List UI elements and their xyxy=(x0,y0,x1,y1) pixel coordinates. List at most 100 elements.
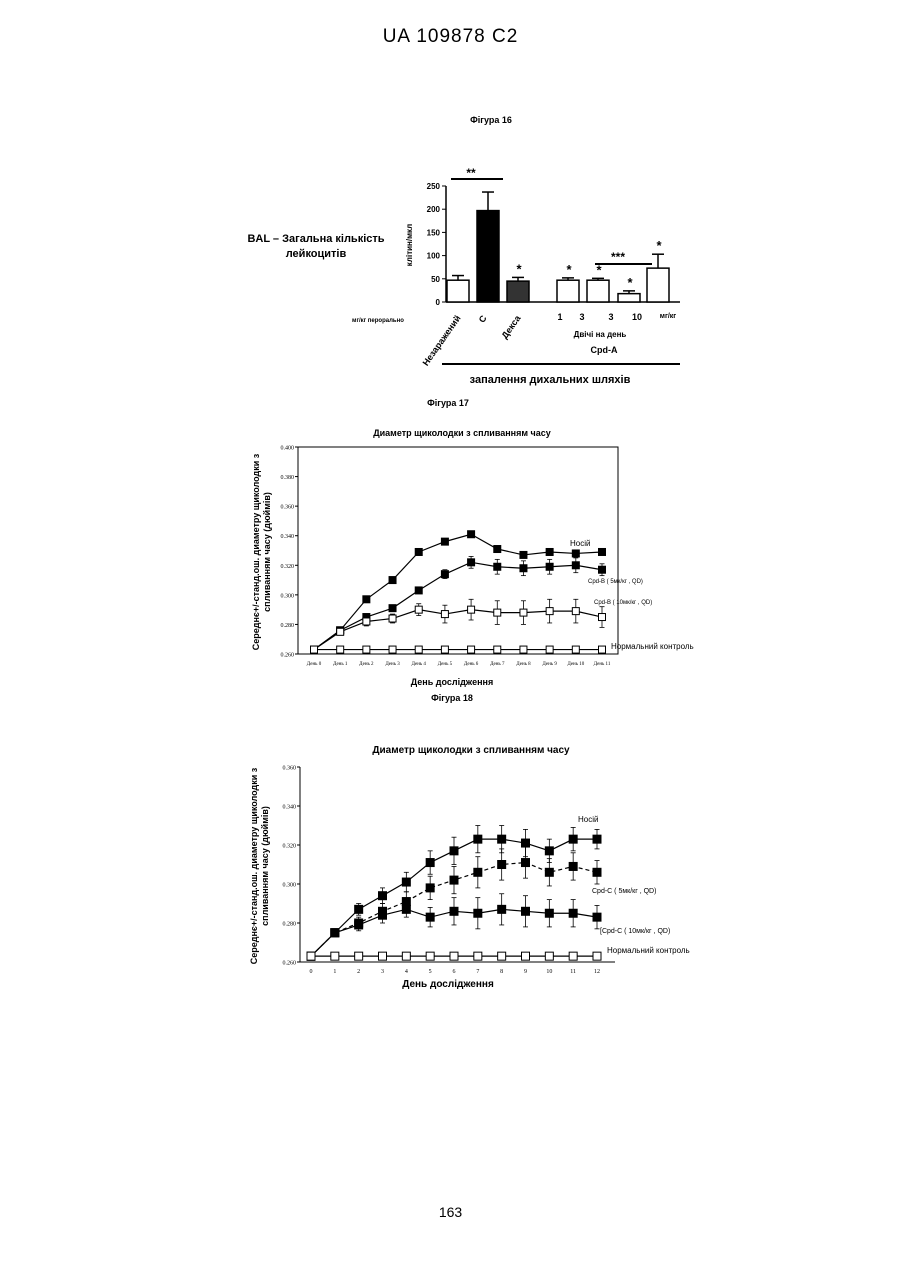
data-point xyxy=(522,952,530,960)
bar xyxy=(477,211,499,302)
significance-star: * xyxy=(516,261,522,276)
data-point xyxy=(599,614,606,621)
y-tick-label: 50 xyxy=(431,275,440,284)
figure-16-dose-3a: 3 xyxy=(579,312,584,322)
data-point xyxy=(545,952,553,960)
figure-17-legend-normal: Нормальний контроль xyxy=(611,642,694,651)
data-point xyxy=(389,615,396,622)
x-tick-label: 8 xyxy=(500,969,503,975)
data-point xyxy=(545,847,553,855)
figure-18-plot: 0.2600.2800.3000.3200.3400.3600123456789… xyxy=(283,766,616,976)
data-point xyxy=(402,905,410,913)
data-point xyxy=(498,861,506,869)
x-tick-label: День 6 xyxy=(464,662,479,667)
y-tick-label: 150 xyxy=(427,228,441,237)
x-tick-label: 11 xyxy=(570,969,576,975)
figure-16-side-title-line2: лейкоцитів xyxy=(286,248,347,260)
x-tick-label: День 2 xyxy=(359,662,374,667)
data-point xyxy=(546,548,553,555)
data-point xyxy=(450,876,458,884)
x-tick-label: День 8 xyxy=(516,662,531,667)
y-tick-label: 0.360 xyxy=(281,505,295,511)
y-tick-label: 0.300 xyxy=(281,593,295,599)
data-point xyxy=(426,952,434,960)
data-point xyxy=(337,646,344,653)
figure-17-ylabel-line1: Середнє+/-станд.ош. диаметру щиколодки з xyxy=(251,453,261,650)
figure-16-dose-unit: мг/кг xyxy=(660,313,677,320)
data-point xyxy=(389,646,396,653)
data-point xyxy=(520,551,527,558)
data-point xyxy=(569,952,577,960)
data-point xyxy=(441,571,448,578)
data-point xyxy=(498,835,506,843)
figure-17-caption: Фігура 17 xyxy=(427,398,469,408)
data-point xyxy=(546,563,553,570)
data-point xyxy=(426,884,434,892)
figure-17-legend-cpd-b-10: Cpd-B ( 10мк/кг , QD) xyxy=(594,600,652,606)
data-point xyxy=(474,909,482,917)
data-point xyxy=(498,952,506,960)
x-tick-label: День 11 xyxy=(594,662,611,667)
bar xyxy=(618,294,640,302)
data-point xyxy=(520,646,527,653)
y-tick-label: 0.280 xyxy=(281,623,295,629)
significance-star: * xyxy=(627,275,633,290)
bar xyxy=(647,268,669,302)
data-point xyxy=(311,646,318,653)
data-point xyxy=(402,878,410,886)
data-point xyxy=(379,911,387,919)
figure-16: Фігура 16 BAL – Загальна кількість лейко… xyxy=(247,115,680,386)
data-point xyxy=(331,952,339,960)
significance-star: * xyxy=(656,238,662,253)
figure-18-legend-cpd-c-10: [Cpd-C ( 10мк/кг , QD) xyxy=(600,928,670,935)
data-point xyxy=(441,646,448,653)
data-point xyxy=(363,646,370,653)
y-tick-label: 0.400 xyxy=(281,446,295,452)
bar xyxy=(507,281,529,302)
figure-18-caption: Фігура 18 xyxy=(431,693,473,703)
data-point xyxy=(599,548,606,555)
data-point xyxy=(572,550,579,557)
data-point xyxy=(363,618,370,625)
x-tick-label: 0 xyxy=(310,969,313,975)
data-point xyxy=(569,835,577,843)
data-point xyxy=(426,913,434,921)
x-tick-label: День 3 xyxy=(385,662,400,667)
x-tick-label: День 7 xyxy=(490,662,505,667)
data-point xyxy=(520,565,527,572)
y-tick-label: 100 xyxy=(427,252,441,261)
data-point xyxy=(468,531,475,538)
data-point xyxy=(389,577,396,584)
y-tick-label: 0.300 xyxy=(283,883,297,889)
data-point xyxy=(569,909,577,917)
page-number: 163 xyxy=(0,1204,901,1220)
figure-16-dose-1: 1 xyxy=(557,312,562,322)
data-point xyxy=(415,646,422,653)
data-point xyxy=(450,952,458,960)
bar xyxy=(447,280,469,302)
figure-18-legend-cpd-c-5: Cpd-C ( 5мк/кг , QD) xyxy=(592,888,656,895)
data-point xyxy=(474,835,482,843)
y-tick-label: 0 xyxy=(436,298,441,307)
figure-16-dose-row-label: мг/кг перорально xyxy=(352,318,404,324)
data-point xyxy=(468,646,475,653)
figure-17-legend-vehicle: Носій xyxy=(570,539,590,548)
data-point xyxy=(546,608,553,615)
data-point xyxy=(355,921,363,929)
data-point xyxy=(415,606,422,613)
figure-18-legend-normal: Нормальний контроль xyxy=(607,946,690,955)
figure-17-title: Диаметр щиколодки з спливанням часу xyxy=(373,428,551,438)
data-point xyxy=(355,905,363,913)
bar xyxy=(557,280,579,302)
data-point xyxy=(520,609,527,616)
y-tick-label: 0.320 xyxy=(283,844,297,850)
figure-16-xlabel-uninfected: Незаражений xyxy=(421,313,463,367)
x-tick-label: День 5 xyxy=(438,662,453,667)
data-point xyxy=(593,868,601,876)
figure-18-title: Диаметр щиколодки з спливанням часу xyxy=(372,745,570,756)
series-line xyxy=(314,562,602,649)
data-point xyxy=(599,646,606,653)
figure-17-legend-cpd-b-5: Cpd-B ( 5мк/кг , QD) xyxy=(588,579,643,585)
data-point xyxy=(494,563,501,570)
x-tick-label: 10 xyxy=(546,969,552,975)
